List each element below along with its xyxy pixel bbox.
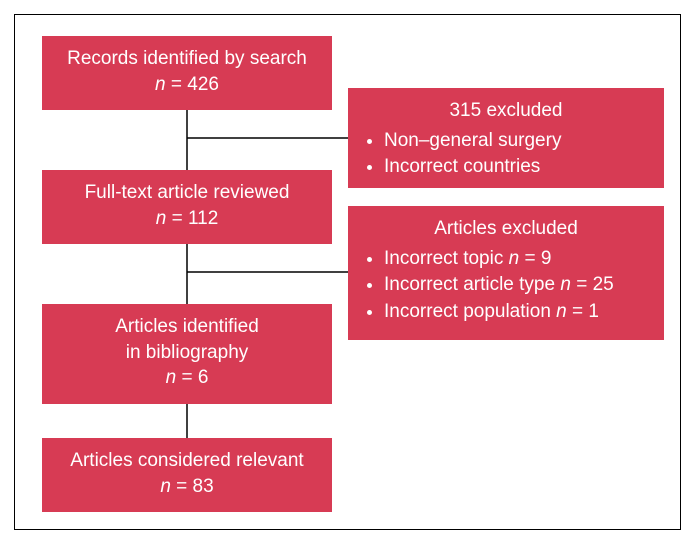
node-line1: Records identified by search — [67, 48, 307, 69]
n-label: n — [155, 74, 166, 95]
excluded1-title: 315 excluded — [362, 98, 650, 124]
node-excluded-2: Articles excluded Incorrect topic n = 9 … — [348, 206, 664, 340]
node-line1: Full-text article reviewed — [85, 182, 290, 203]
n-value: = 112 — [166, 208, 218, 229]
excluded2-title: Articles excluded — [362, 216, 650, 242]
n-label: n — [166, 367, 177, 388]
n-label: n — [156, 208, 167, 229]
n-value: = 426 — [166, 74, 219, 95]
node-line1: Articles identified — [115, 316, 259, 337]
node-line1: Articles considered relevant — [70, 450, 303, 471]
node-fulltext-reviewed: Full-text article reviewed n = 112 — [42, 170, 332, 244]
node-articles-bibliography: Articles identified in bibliography n = … — [42, 304, 332, 404]
excluded2-bullets: Incorrect topic n = 9 Incorrect article … — [362, 246, 650, 325]
node-articles-relevant: Articles considered relevant n = 83 — [42, 438, 332, 512]
n-value: = 83 — [171, 476, 214, 497]
node-excluded-1: 315 excluded Non–general surgery Incorre… — [348, 88, 664, 188]
node-line2: in bibliography — [126, 342, 249, 363]
node-records-identified: Records identified by search n = 426 — [42, 36, 332, 110]
excluded1-bullet: Incorrect countries — [384, 154, 650, 180]
n-value: = 6 — [176, 367, 208, 388]
flowchart-canvas: Records identified by search n = 426 315… — [0, 0, 695, 544]
excluded1-bullet: Non–general surgery — [384, 128, 650, 154]
excluded2-item: Incorrect population n = 1 — [384, 299, 650, 325]
excluded1-bullets: Non–general surgery Incorrect countries — [362, 128, 650, 180]
excluded2-item: Incorrect topic n = 9 — [384, 246, 650, 272]
n-label: n — [160, 476, 171, 497]
excluded2-item: Incorrect article type n = 25 — [384, 272, 650, 298]
